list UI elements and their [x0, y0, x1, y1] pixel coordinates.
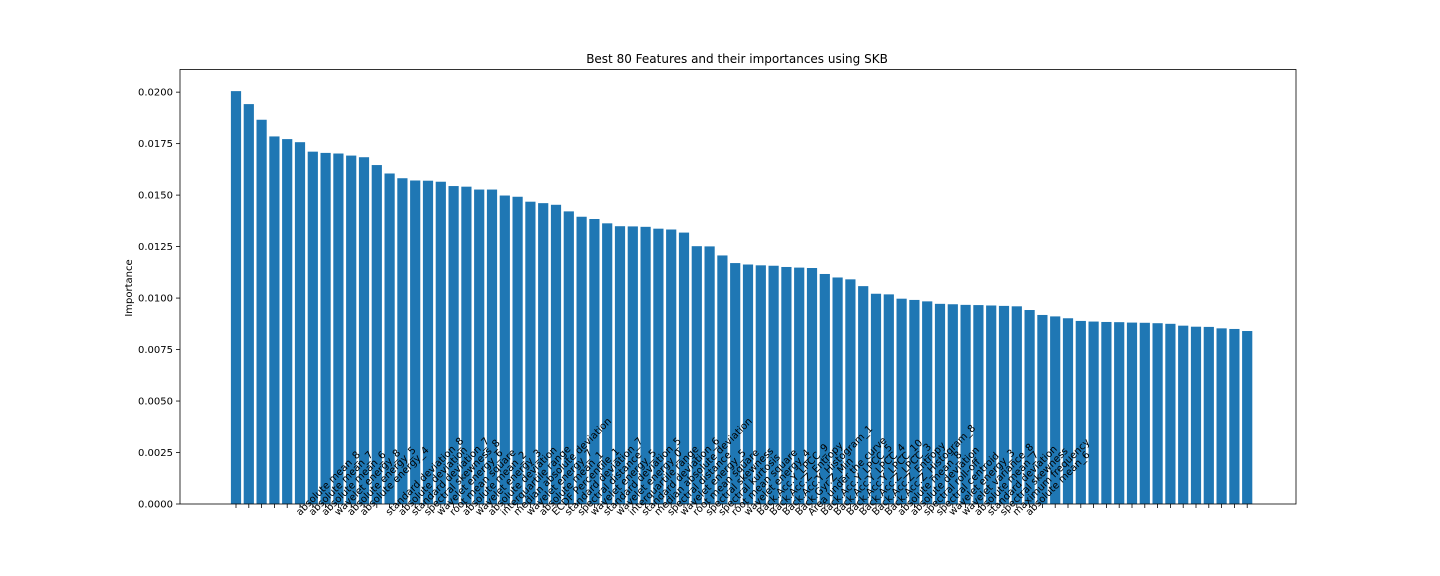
bar — [499, 195, 510, 504]
y-tick-label: 0.0125 — [138, 242, 173, 253]
bar — [435, 181, 446, 505]
bar — [358, 157, 370, 504]
bar — [256, 119, 267, 504]
bar — [755, 265, 766, 504]
bar — [525, 201, 536, 504]
bar — [1216, 328, 1227, 504]
bar — [371, 165, 382, 505]
bar — [704, 246, 715, 504]
y-axis-label: Importance — [124, 259, 135, 316]
bar — [333, 153, 344, 504]
bar — [1011, 306, 1022, 504]
bar — [1037, 314, 1048, 504]
bar — [1139, 322, 1150, 504]
bar — [1024, 310, 1035, 504]
bar — [563, 211, 574, 504]
bar — [960, 304, 971, 504]
bar — [1126, 322, 1138, 504]
bar — [742, 264, 754, 504]
bar — [640, 226, 651, 504]
bar — [294, 142, 306, 504]
bar — [947, 304, 958, 504]
bar — [1190, 326, 1202, 504]
bar — [397, 178, 408, 505]
bar — [909, 299, 920, 504]
y-tick-label: 0.0100 — [138, 294, 173, 305]
bar — [602, 223, 613, 504]
bar — [691, 246, 702, 504]
bar — [717, 255, 728, 504]
y-tick-label: 0.0175 — [138, 139, 173, 150]
bar — [934, 303, 946, 504]
bar — [512, 196, 523, 504]
bar — [922, 301, 933, 504]
bar — [1062, 318, 1074, 504]
bar — [653, 228, 664, 504]
bar — [870, 293, 882, 504]
bar — [998, 305, 1010, 504]
bar — [461, 186, 472, 505]
bar — [627, 226, 638, 504]
bar — [1050, 316, 1061, 504]
bar — [576, 216, 587, 505]
bar — [1178, 325, 1189, 504]
bar — [346, 155, 357, 504]
bar — [1101, 321, 1112, 504]
bar — [986, 305, 997, 504]
bar — [858, 286, 869, 504]
bar — [410, 180, 421, 505]
bar — [269, 136, 280, 504]
y-tick-label: 0.0000 — [138, 500, 173, 511]
bar — [806, 268, 818, 504]
bar — [678, 232, 690, 504]
bar — [730, 263, 741, 504]
y-tick-label: 0.0075 — [138, 345, 173, 356]
bar — [320, 152, 331, 504]
bar — [474, 189, 485, 505]
bar — [1229, 328, 1240, 504]
y-tick-label: 0.0150 — [138, 191, 173, 202]
bar — [666, 229, 677, 504]
bar — [768, 265, 779, 504]
bar — [794, 267, 805, 504]
bar — [384, 173, 395, 505]
bar — [282, 139, 293, 504]
bar — [486, 189, 498, 505]
y-tick-label: 0.0025 — [138, 448, 173, 459]
bar — [1165, 323, 1176, 504]
bar — [243, 104, 254, 504]
chart-title: Best 80 Features and their importances u… — [586, 52, 888, 66]
bar — [883, 294, 894, 504]
bar — [1114, 322, 1125, 504]
y-tick-label: 0.0050 — [138, 397, 173, 408]
bar — [422, 180, 434, 504]
bar — [1242, 331, 1253, 504]
bar — [896, 298, 907, 504]
bar — [973, 305, 984, 504]
bars-group — [230, 91, 1253, 505]
bar — [832, 277, 843, 504]
bar — [307, 151, 318, 504]
bar — [1088, 321, 1099, 504]
bar — [819, 273, 830, 504]
bar — [589, 219, 600, 504]
bar — [538, 203, 549, 504]
y-tick-label: 0.0200 — [138, 88, 173, 99]
bar — [230, 91, 242, 505]
bar — [845, 279, 856, 504]
bar — [1152, 323, 1163, 504]
bar — [1075, 320, 1086, 504]
y-ticks-group: 0.0000 0.0025 0.0050 0.0075 0.0100 0.0125 0.01… — [138, 88, 180, 511]
bar — [448, 186, 459, 505]
plot-frame — [179, 69, 1297, 505]
bar — [614, 226, 626, 504]
bar — [781, 266, 792, 504]
bar — [550, 204, 562, 505]
bar — [1203, 326, 1214, 504]
